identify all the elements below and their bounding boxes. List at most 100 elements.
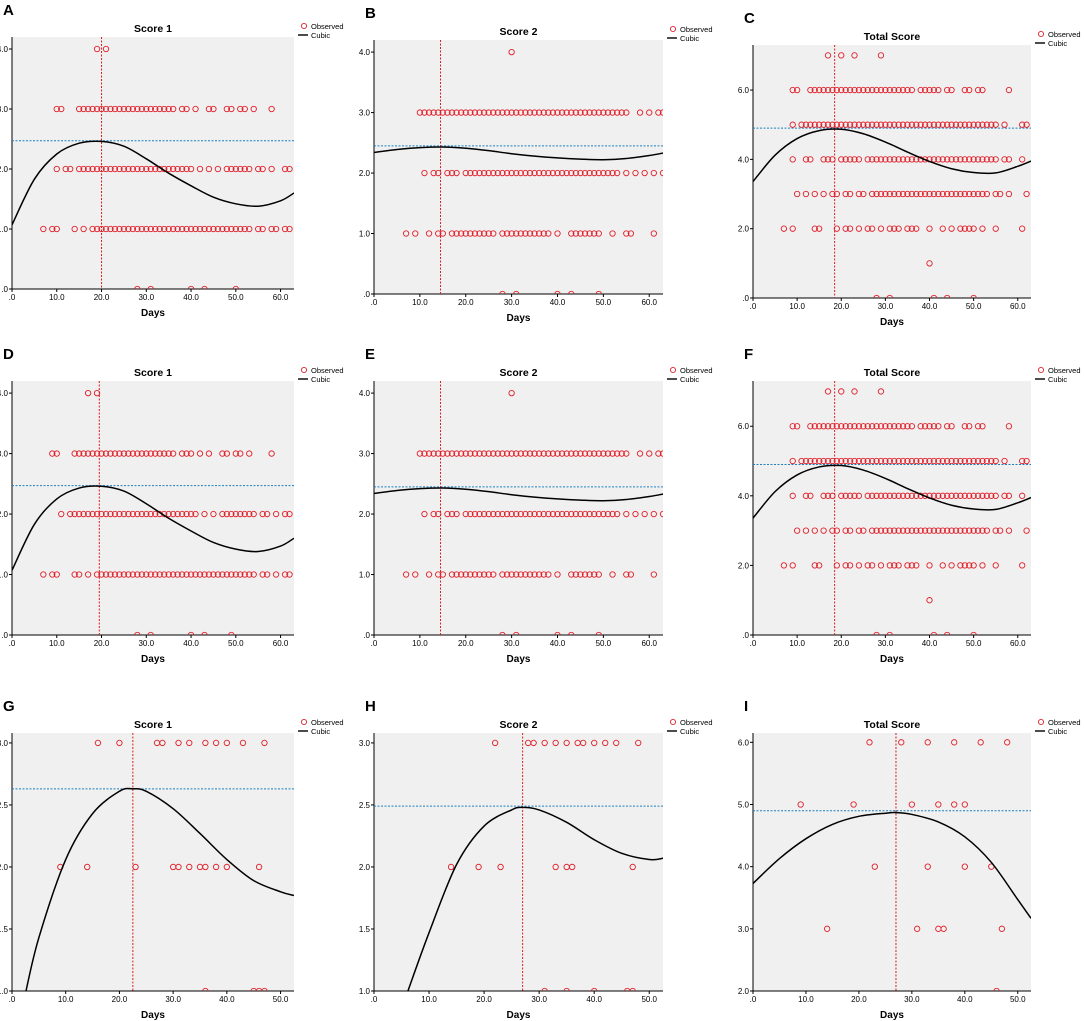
observed-point	[503, 109, 511, 116]
observed-point	[966, 86, 973, 94]
observed-point	[535, 450, 543, 457]
x-tick-label: 60.0	[273, 639, 289, 648]
observed-point	[842, 225, 849, 232]
observed-point	[952, 121, 960, 128]
observed-point	[577, 230, 584, 237]
observed-point	[846, 156, 854, 163]
observed-point	[966, 423, 973, 430]
observed-point	[935, 527, 942, 534]
observed-point	[904, 423, 911, 430]
observed-point	[866, 739, 873, 746]
observed-point	[40, 225, 47, 233]
observed-point	[540, 510, 547, 518]
x-tick-label: 10.0	[49, 293, 65, 302]
y-tick-label: 1.0	[0, 987, 9, 996]
observed-point	[187, 285, 195, 289]
observed-point	[829, 492, 836, 499]
observed-point	[143, 105, 150, 113]
observed-point	[84, 450, 92, 457]
observed-point	[944, 423, 951, 430]
observed-point	[979, 156, 986, 163]
observed-point	[490, 571, 497, 578]
observed-point	[1019, 492, 1026, 499]
legend-observed-marker	[669, 25, 677, 33]
observed-point	[873, 121, 880, 128]
observed-point	[992, 492, 999, 499]
observed-point	[816, 423, 823, 430]
observed-point	[147, 285, 154, 289]
observed-point	[992, 156, 999, 163]
observed-point	[67, 510, 74, 518]
observed-point	[873, 527, 880, 534]
observed-point	[425, 450, 433, 457]
observed-point	[281, 165, 289, 173]
observed-point	[425, 230, 433, 237]
observed-point	[89, 450, 96, 457]
observed-point	[84, 863, 91, 871]
observed-point	[49, 225, 56, 233]
observed-point	[877, 190, 885, 198]
legend-observed-label: Observed	[311, 22, 344, 31]
observed-point	[979, 121, 986, 128]
observed-point	[807, 457, 814, 465]
observed-point	[475, 863, 482, 871]
observed-point	[476, 450, 483, 457]
observed-point	[568, 510, 575, 518]
x-tick-label: 20.0	[458, 639, 474, 648]
observed-point	[882, 457, 889, 465]
observed-point	[535, 109, 543, 116]
chart-title: Score 2	[500, 367, 538, 379]
observed-point	[877, 492, 885, 499]
observed-point	[568, 571, 575, 578]
observed-point	[554, 450, 561, 457]
observed-point	[192, 225, 199, 233]
observed-point	[868, 527, 876, 534]
observed-point	[503, 510, 511, 518]
observed-point	[476, 169, 483, 177]
observed-point	[71, 450, 78, 457]
observed-point	[125, 510, 132, 518]
observed-point	[846, 225, 854, 232]
observed-point	[517, 169, 524, 177]
observed-point	[255, 863, 263, 871]
observed-point	[120, 450, 128, 457]
observed-point	[98, 510, 105, 518]
cubic-fit-line	[374, 487, 663, 502]
observed-point	[873, 457, 880, 465]
observed-point	[1019, 457, 1026, 465]
legend-cubic-label: Cubic	[680, 727, 699, 736]
observed-point	[490, 450, 497, 457]
observed-point	[138, 450, 145, 457]
observed-point	[412, 230, 419, 237]
observed-point	[462, 230, 469, 237]
observed-point	[503, 571, 511, 578]
observed-point	[600, 109, 607, 116]
plot-content	[374, 733, 663, 991]
cubic-fit-line	[407, 806, 663, 991]
observed-point	[75, 165, 83, 173]
observed-point	[926, 121, 933, 128]
observed-point	[223, 450, 231, 457]
observed-point	[421, 510, 428, 518]
observed-point	[107, 105, 114, 113]
observed-point	[970, 527, 977, 534]
observed-point	[842, 423, 849, 430]
observed-point	[877, 562, 885, 569]
observed-point	[447, 863, 455, 871]
observed-point	[499, 109, 506, 116]
legend-observed-marker	[1037, 366, 1045, 374]
observed-point	[935, 492, 942, 499]
observed-point	[970, 225, 977, 232]
observed-point	[147, 450, 154, 457]
x-tick-label: .0	[750, 995, 757, 1004]
observed-point	[530, 739, 537, 747]
observed-point	[926, 423, 933, 430]
observed-point	[891, 86, 898, 94]
observed-point	[983, 121, 991, 128]
y-tick-label: .0	[363, 631, 370, 640]
observed-point	[868, 492, 876, 499]
observed-point	[508, 48, 515, 56]
observed-point	[210, 105, 217, 113]
observed-point	[134, 165, 141, 173]
observed-point	[120, 225, 128, 233]
